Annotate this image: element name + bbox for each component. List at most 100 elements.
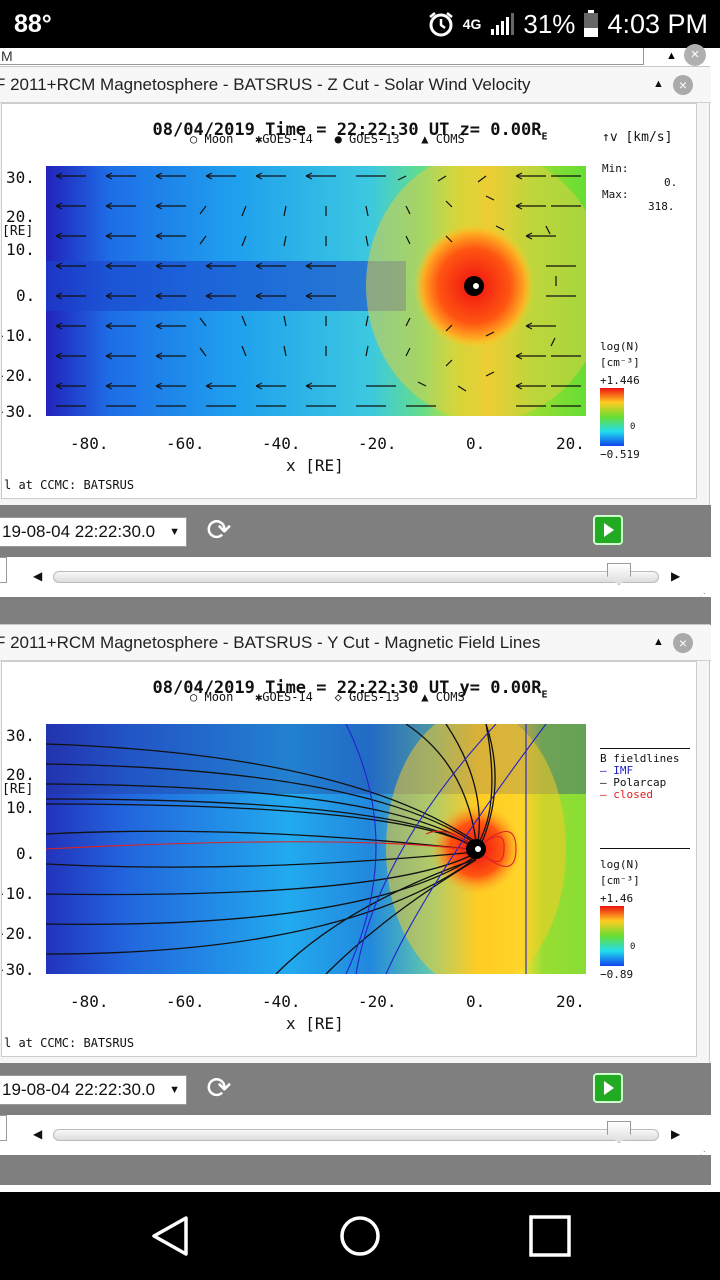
colorbar-min: −0.519 bbox=[600, 448, 640, 461]
colorbar-min: −0.89 bbox=[600, 968, 634, 981]
close-icon[interactable]: × bbox=[684, 44, 706, 66]
close-icon[interactable]: × bbox=[673, 633, 693, 653]
x-tick: -20. bbox=[358, 992, 397, 1011]
slider-right-arrow-icon[interactable]: ▶ bbox=[671, 1127, 681, 1141]
coms-marker-icon: ▲ bbox=[421, 132, 429, 146]
moon-marker-icon: ○ bbox=[190, 690, 198, 704]
y-tick: 30. bbox=[6, 168, 35, 187]
y-tick: 0. bbox=[16, 844, 36, 863]
status-bar: 88° 4G 31% 4:03 PM bbox=[0, 0, 720, 48]
colorbar-unit: [cm⁻³] bbox=[600, 874, 640, 887]
alarm-icon bbox=[428, 12, 453, 37]
satellite-legend: ○ Moon ✱GOES-14 ◇ GOES-13 ▲ COMS bbox=[190, 690, 465, 704]
x-axis-label: x [RE] bbox=[286, 456, 344, 475]
network-type: 4G bbox=[462, 16, 482, 32]
x-tick: -40. bbox=[262, 434, 301, 453]
refresh-icon[interactable]: ⟳ bbox=[206, 514, 232, 547]
close-icon[interactable]: × bbox=[673, 75, 693, 95]
resize-grip-icon[interactable]: ⋰ bbox=[696, 592, 706, 603]
panel-z-cut: F 2011+RCM Magnetosphere - BATSRUS - Z C… bbox=[0, 66, 711, 627]
colorbar-mid: 0 bbox=[630, 942, 636, 952]
plot-area: 08/04/2019 Time = 22:22:30 UT z= 0.00RE … bbox=[1, 103, 697, 499]
left-box[interactable] bbox=[0, 557, 7, 583]
x-tick: -80. bbox=[70, 434, 109, 453]
x-tick: 0. bbox=[466, 992, 486, 1011]
min-label: Min: bbox=[602, 162, 629, 175]
time-slider-track[interactable] bbox=[53, 1129, 659, 1141]
playback-controls: 19-08-04 22:22:30.0 ▼ ⟳ ◀ ▶ bbox=[0, 1063, 711, 1185]
colorbar-max: +1.446 bbox=[600, 374, 640, 387]
colorbar bbox=[600, 388, 624, 446]
fieldline-plot bbox=[46, 724, 586, 974]
credit-text: l at CCMC: BATSRUS bbox=[4, 1036, 135, 1050]
movie-play-icon[interactable] bbox=[593, 1073, 623, 1103]
time-select[interactable]: 19-08-04 22:22:30.0 ▼ bbox=[0, 1075, 187, 1105]
goes14-marker-icon: ✱ bbox=[255, 132, 263, 146]
plot-title: 08/04/2019 Time = 22:22:30 UT y= 0.00RE bbox=[152, 678, 548, 701]
y-tick: 10. bbox=[6, 240, 35, 259]
clock: 4:03 PM bbox=[607, 8, 708, 39]
legend-polarcap: — Polarcap bbox=[600, 776, 667, 789]
velocity-unit: ↑v [km/s] bbox=[602, 130, 673, 145]
y-tick: -30. bbox=[2, 402, 35, 421]
x-axis-label: x [RE] bbox=[286, 1014, 344, 1033]
x-tick: -60. bbox=[166, 434, 205, 453]
y-axis-label: [RE] bbox=[2, 224, 34, 239]
resize-grip-icon[interactable]: ⋰ bbox=[696, 1150, 706, 1161]
legend-divider bbox=[600, 848, 690, 849]
slider-left-arrow-icon[interactable]: ◀ bbox=[33, 1127, 43, 1141]
time-slider-row: ◀ ▶ bbox=[0, 557, 711, 597]
time-slider-row: ◀ ▶ bbox=[0, 1115, 711, 1155]
goes13-marker-icon: ◇ bbox=[334, 690, 342, 704]
coms-marker-icon: ▲ bbox=[421, 690, 429, 704]
x-tick: 0. bbox=[466, 434, 486, 453]
legend-closed: — closed bbox=[600, 788, 653, 801]
playback-controls: 19-08-04 22:22:30.0 ▼ ⟳ ◀ ▶ bbox=[0, 505, 711, 627]
panel-title: F 2011+RCM Magnetosphere - BATSRUS - Y C… bbox=[0, 633, 541, 652]
velocity-arrows bbox=[55, 172, 581, 407]
y-tick: -20. bbox=[2, 366, 35, 385]
movie-play-icon[interactable] bbox=[593, 515, 623, 545]
battery-icon bbox=[584, 10, 599, 37]
back-icon[interactable] bbox=[148, 1214, 196, 1258]
time-slider-thumb[interactable] bbox=[607, 1121, 631, 1143]
goes13-marker-icon: ● bbox=[334, 132, 342, 146]
navigation-bar bbox=[0, 1192, 720, 1280]
colorbar-label: log(N) bbox=[600, 340, 640, 353]
x-tick: -40. bbox=[262, 992, 301, 1011]
refresh-icon[interactable]: ⟳ bbox=[206, 1072, 232, 1105]
home-icon[interactable] bbox=[336, 1214, 384, 1258]
previous-panel-field[interactable]: M bbox=[0, 48, 644, 65]
y-tick: -10. bbox=[2, 884, 35, 903]
goes14-marker-icon: ✱ bbox=[255, 690, 263, 704]
max-value: 318. bbox=[648, 200, 675, 213]
x-tick: 20. bbox=[556, 434, 585, 453]
time-select[interactable]: 19-08-04 22:22:30.0 ▼ bbox=[0, 517, 187, 547]
recents-icon[interactable] bbox=[526, 1214, 574, 1258]
temperature: 88° bbox=[14, 10, 52, 38]
collapse-caret-icon[interactable]: ▲ bbox=[666, 50, 677, 62]
x-tick: 20. bbox=[556, 992, 585, 1011]
colorbar-unit: [cm⁻³] bbox=[600, 356, 640, 369]
time-slider-thumb[interactable] bbox=[607, 563, 631, 585]
collapse-caret-icon[interactable]: ▲ bbox=[653, 78, 664, 90]
panel-y-cut: F 2011+RCM Magnetosphere - BATSRUS - Y C… bbox=[0, 624, 711, 1185]
y-tick: 10. bbox=[6, 798, 35, 817]
legend-imf: — IMF bbox=[600, 764, 634, 777]
colorbar-max: +1.46 bbox=[600, 892, 634, 905]
y-tick: -20. bbox=[2, 924, 35, 943]
left-box[interactable] bbox=[0, 1115, 7, 1141]
y-tick: 30. bbox=[6, 726, 35, 745]
slider-right-arrow-icon[interactable]: ▶ bbox=[671, 569, 681, 583]
collapse-caret-icon[interactable]: ▲ bbox=[653, 636, 664, 648]
x-tick: -80. bbox=[70, 992, 109, 1011]
panel-titlebar: F 2011+RCM Magnetosphere - BATSRUS - Z C… bbox=[0, 67, 711, 103]
y-tick: 20. bbox=[6, 207, 35, 226]
colorbar-label: log(N) bbox=[600, 858, 640, 871]
legend-divider bbox=[600, 748, 690, 749]
slider-left-arrow-icon[interactable]: ◀ bbox=[33, 569, 43, 583]
y-tick: 20. bbox=[6, 765, 35, 784]
x-tick: -60. bbox=[166, 992, 205, 1011]
time-slider-track[interactable] bbox=[53, 571, 659, 583]
